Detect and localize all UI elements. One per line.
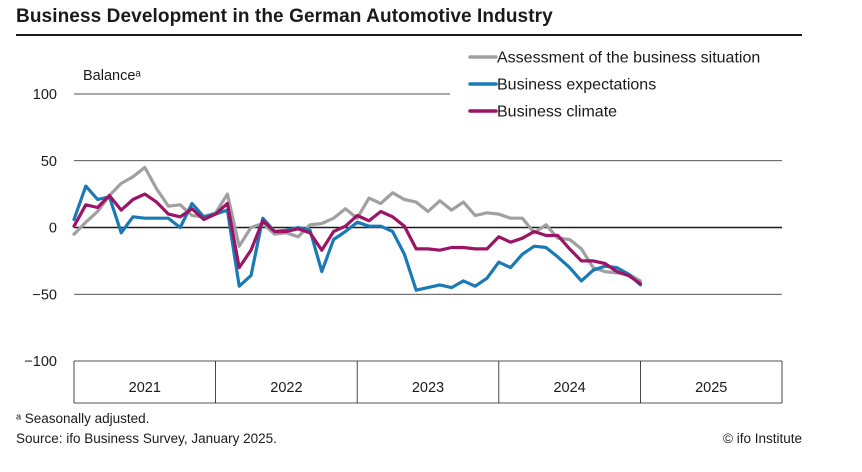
title-rule bbox=[16, 34, 802, 36]
legend-label-expectations: Business expectations bbox=[497, 77, 656, 94]
chart-title: Business Development in the German Autom… bbox=[16, 6, 553, 27]
y-axis-label: Balanceᵃ bbox=[83, 68, 141, 84]
x-tick-label: 2024 bbox=[553, 380, 585, 396]
legend-label-assessment: Assessment of the business situation bbox=[497, 50, 760, 67]
x-tick-label: 2025 bbox=[695, 380, 727, 396]
x-tick-label: 2021 bbox=[129, 380, 161, 396]
y-tick-label: −100 bbox=[24, 354, 57, 370]
series-line-climate bbox=[72, 192, 643, 286]
legend-label-climate: Business climate bbox=[497, 104, 617, 121]
x-tick-label: 2022 bbox=[270, 380, 302, 396]
x-tick-label: 2023 bbox=[412, 380, 444, 396]
y-tick-label: −50 bbox=[32, 287, 57, 303]
series-line-expectations bbox=[72, 184, 643, 292]
y-tick-label: 0 bbox=[49, 221, 57, 237]
series-line-assessment bbox=[72, 165, 643, 283]
footnote: ᵃ Seasonally adjusted. bbox=[16, 411, 150, 426]
source-note: Source: ifo Business Survey, January 202… bbox=[16, 431, 277, 446]
y-tick-label: 50 bbox=[41, 154, 57, 170]
y-tick-label: 100 bbox=[33, 87, 57, 103]
credit: © ifo Institute bbox=[723, 431, 802, 446]
